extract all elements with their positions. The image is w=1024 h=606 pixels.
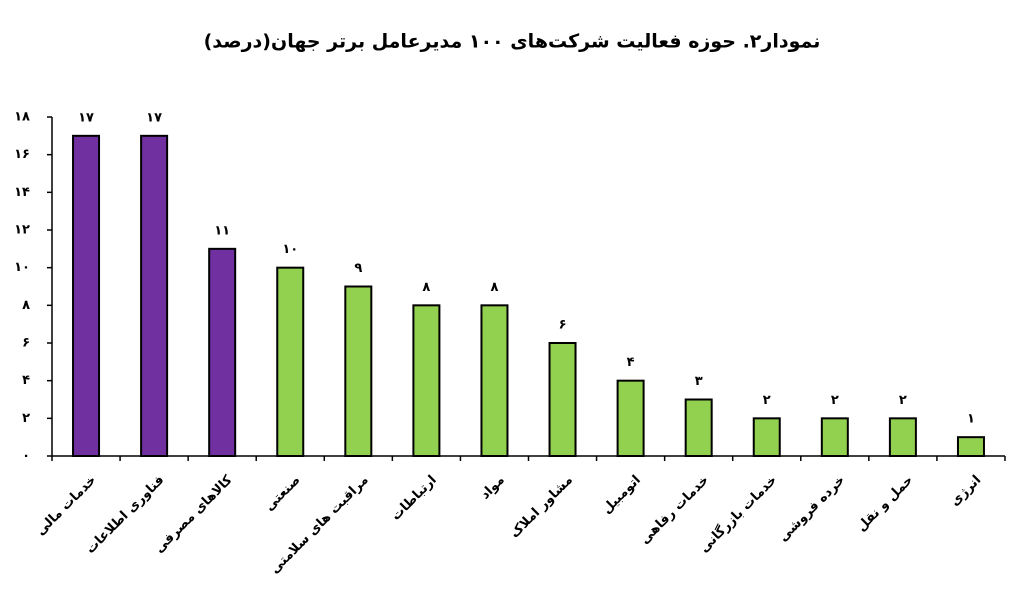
y-tick-label: ۱۲ (14, 223, 30, 238)
x-tick-label: حمل و نقل (854, 473, 916, 535)
bar (412, 304, 441, 458)
chart-title: نمودار۲. حوزه فعالیت شرکت‌های ۱۰۰ مدیرعا… (204, 31, 821, 53)
x-tick-label: صنعتی (262, 473, 303, 514)
x-tick-label: خدمات مالی (33, 473, 99, 539)
data-label: ۲ (899, 393, 907, 408)
y-tick-label: ۲ (22, 411, 30, 426)
data-label: ۲ (763, 393, 771, 408)
bar (752, 417, 781, 458)
bar (208, 247, 237, 457)
y-tick-label: ۱۶ (14, 147, 30, 162)
data-label: ۲ (831, 393, 839, 408)
data-label: ۱۷ (78, 110, 94, 125)
data-label: ۸ (422, 280, 430, 295)
bar (888, 417, 917, 458)
bar (480, 304, 509, 458)
x-tick-label: خدمات رفاهی (637, 473, 712, 548)
bar (276, 266, 305, 457)
bar (616, 379, 645, 457)
y-tick-label: ۸ (22, 298, 30, 313)
data-label: ۹ (354, 261, 362, 276)
bar (140, 134, 169, 457)
y-tick-label: ۴ (22, 373, 30, 388)
data-label: ۱۱ (214, 223, 230, 238)
data-label: ۸ (490, 280, 498, 295)
data-label: ۳ (695, 374, 703, 389)
bar (820, 417, 849, 458)
bar (684, 398, 713, 457)
x-tick-label: ارتباطات (389, 473, 440, 524)
bar (72, 134, 101, 457)
x-tick-label: خرده فروشی (776, 473, 848, 545)
y-tick-label: ۱۰ (14, 260, 30, 275)
x-tick-label: مشاور املاک (507, 473, 576, 542)
bar (956, 436, 985, 457)
data-label: ۱۷ (146, 110, 162, 125)
y-tick-label: ۱۴ (14, 185, 30, 200)
data-label: ۱۰ (282, 242, 298, 257)
x-tick-label: اتومبیل (600, 473, 644, 517)
data-label: ۱ (967, 412, 975, 427)
data-label: ۶ (559, 318, 567, 333)
bar (344, 285, 373, 457)
data-label: ۴ (627, 355, 635, 370)
y-tick-label: ۱۸ (14, 110, 30, 125)
y-tick-label: ۶ (22, 336, 30, 351)
x-tick-label: مواد (478, 473, 508, 503)
y-tick-label: ۰ (22, 449, 30, 464)
bar (548, 342, 577, 457)
x-tick-label: انرژی (948, 473, 985, 510)
